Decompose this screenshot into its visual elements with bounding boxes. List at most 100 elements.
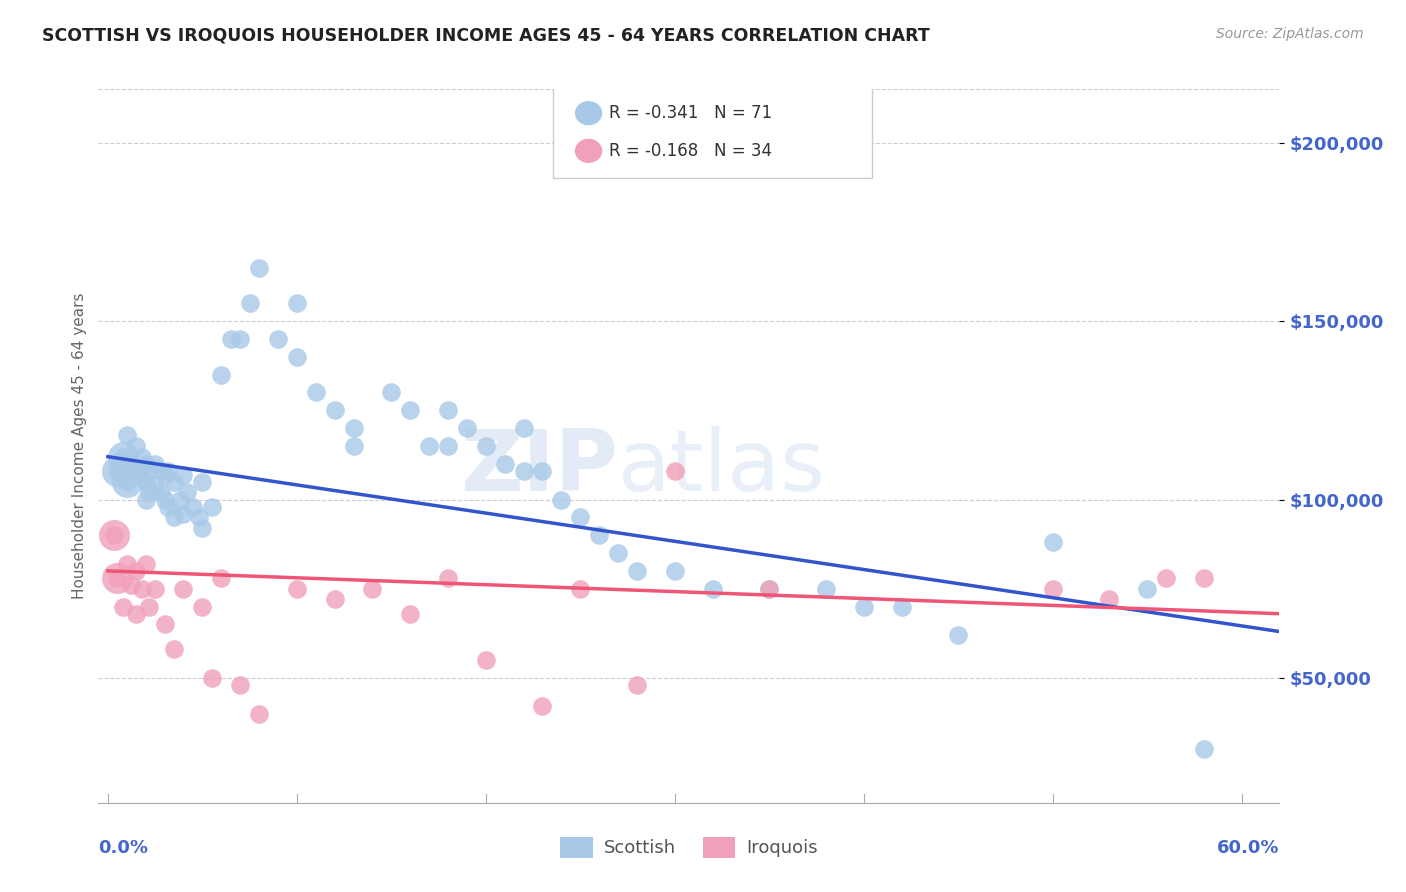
Point: [191, 599, 214, 614]
Point: [115, 475, 138, 489]
Point: [569, 582, 592, 596]
Point: [758, 582, 780, 596]
Point: [187, 510, 209, 524]
Point: [1098, 592, 1121, 607]
Point: [135, 457, 157, 471]
Point: [163, 642, 186, 657]
Point: [138, 599, 160, 614]
Point: [494, 457, 516, 471]
Point: [229, 678, 252, 692]
Point: [131, 450, 153, 464]
Point: [399, 403, 422, 417]
Point: [1136, 582, 1159, 596]
Point: [475, 439, 498, 453]
Point: [569, 510, 592, 524]
Point: [143, 478, 166, 492]
Point: [814, 582, 837, 596]
Point: [361, 582, 384, 596]
Point: [191, 521, 214, 535]
Point: [115, 557, 138, 571]
Point: [125, 464, 148, 478]
Point: [111, 450, 134, 464]
Point: [172, 507, 194, 521]
Point: [437, 403, 460, 417]
Point: [550, 492, 572, 507]
Point: [149, 485, 172, 500]
Point: [285, 350, 308, 364]
Point: [475, 653, 498, 667]
Point: [1154, 571, 1177, 585]
Point: [191, 475, 214, 489]
Point: [105, 571, 128, 585]
Text: atlas: atlas: [619, 425, 827, 509]
Point: [135, 492, 157, 507]
Point: [664, 464, 686, 478]
Point: [1042, 535, 1064, 549]
FancyBboxPatch shape: [553, 86, 872, 178]
Point: [664, 564, 686, 578]
Point: [247, 706, 270, 721]
Point: [131, 471, 153, 485]
Point: [120, 457, 142, 471]
Point: [239, 296, 262, 310]
Point: [135, 557, 157, 571]
Point: [229, 332, 252, 346]
Point: [103, 528, 125, 542]
Point: [702, 582, 724, 596]
Y-axis label: Householder Income Ages 45 - 64 years: Householder Income Ages 45 - 64 years: [72, 293, 87, 599]
Point: [512, 421, 534, 435]
Point: [285, 582, 308, 596]
Point: [135, 475, 157, 489]
Point: [163, 475, 186, 489]
Point: [437, 571, 460, 585]
Point: [111, 450, 134, 464]
Point: [120, 578, 142, 592]
Point: [512, 464, 534, 478]
Point: [267, 332, 290, 346]
Text: 0.0%: 0.0%: [98, 838, 149, 856]
Point: [758, 582, 780, 596]
Point: [437, 439, 460, 453]
Point: [209, 571, 232, 585]
Point: [380, 385, 402, 400]
Point: [305, 385, 328, 400]
Text: 60.0%: 60.0%: [1218, 838, 1279, 856]
Point: [1042, 582, 1064, 596]
Point: [626, 678, 648, 692]
Point: [342, 439, 364, 453]
Point: [125, 439, 148, 453]
Point: [143, 582, 166, 596]
Text: SCOTTISH VS IROQUOIS HOUSEHOLDER INCOME AGES 45 - 64 YEARS CORRELATION CHART: SCOTTISH VS IROQUOIS HOUSEHOLDER INCOME …: [42, 27, 929, 45]
Point: [169, 492, 191, 507]
Point: [626, 564, 648, 578]
Point: [1192, 571, 1215, 585]
Point: [115, 428, 138, 442]
Point: [852, 599, 875, 614]
Point: [531, 699, 554, 714]
Point: [890, 599, 912, 614]
Point: [172, 582, 194, 596]
Point: [103, 528, 125, 542]
Point: [323, 403, 346, 417]
Point: [143, 457, 166, 471]
Point: [285, 296, 308, 310]
Point: [131, 582, 153, 596]
Point: [1192, 742, 1215, 756]
Point: [115, 475, 138, 489]
Legend: Scottish, Iroquois: Scottish, Iroquois: [553, 830, 825, 865]
Point: [125, 564, 148, 578]
Text: R = -0.168   N = 34: R = -0.168 N = 34: [609, 142, 772, 160]
Point: [323, 592, 346, 607]
Point: [163, 510, 186, 524]
Point: [531, 464, 554, 478]
Point: [153, 492, 176, 507]
Point: [247, 260, 270, 275]
Point: [105, 464, 128, 478]
Point: [149, 464, 172, 478]
Point: [201, 671, 224, 685]
Point: [153, 467, 176, 482]
Text: R = -0.341   N = 71: R = -0.341 N = 71: [609, 104, 772, 122]
Point: [105, 571, 128, 585]
Point: [607, 546, 630, 560]
Point: [418, 439, 440, 453]
